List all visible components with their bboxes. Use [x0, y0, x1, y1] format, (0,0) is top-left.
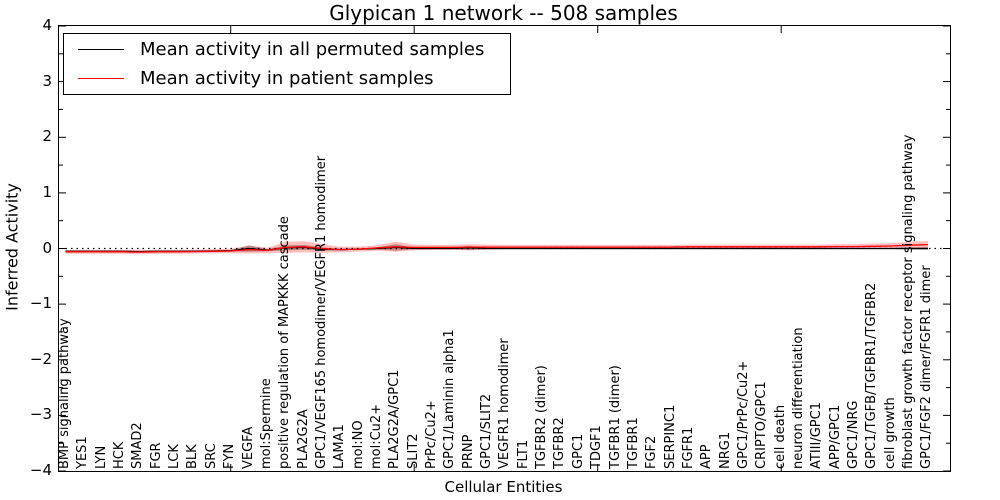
legend-line-sample-patient — [78, 77, 124, 79]
x-category-label: mol:Cu2+ — [368, 403, 384, 469]
x-category-label: SMAD2 — [130, 422, 146, 469]
x-category-label: GPC1/VEGF165 homodimer/VEGFR1 homodimer — [313, 155, 329, 469]
x-category-label: NRG1 — [717, 431, 733, 469]
x-category-label: PLA2G2A/GPC1 — [387, 369, 403, 469]
x-category-label: PrPc/Cu2+ — [424, 400, 439, 469]
y-tick-label: 3 — [42, 71, 52, 90]
x-category-label: VEGFR1 homodimer — [497, 338, 513, 469]
x-category-label: TDGF1 — [589, 425, 605, 469]
y-tick-label: 4 — [42, 16, 52, 34]
legend-line-sample-permuted — [78, 49, 124, 51]
x-category-label: cell death — [772, 404, 788, 469]
x-category-label: SERPINC1 — [662, 404, 678, 469]
x-category-label: LCK — [167, 444, 183, 469]
x-category-label: TGFBR2 — [552, 417, 568, 469]
x-category-label: SLIT2 — [405, 433, 421, 469]
legend-label: Mean activity in all permuted samples — [140, 39, 485, 61]
x-category-label: PRNP — [460, 434, 476, 469]
x-category-label: TGFBR1 — [625, 417, 641, 469]
x-category-label: GPC1/NRG — [846, 400, 862, 469]
x-category-label: FGFR1 — [680, 426, 696, 469]
x-category-label: VEGFA — [240, 426, 256, 469]
x-category-label: BLK — [185, 444, 201, 469]
x-category-label: APP — [699, 444, 715, 469]
legend-row: Mean activity in patient samples — [64, 65, 510, 91]
x-category-label: PLA2G2A — [295, 409, 311, 469]
x-category-label: YES1 — [75, 436, 91, 469]
y-tick-label: 1 — [42, 182, 52, 201]
plot-area — [58, 25, 951, 472]
x-category-label: FLT1 — [515, 439, 531, 469]
x-category-label: ATIII/GPC1 — [809, 402, 825, 469]
legend-label: Mean activity in patient samples — [140, 67, 434, 89]
x-category-label: mol:Spermine — [258, 378, 274, 469]
plot-canvas — [59, 26, 950, 471]
x-category-label: cell growth — [882, 397, 898, 469]
x-category-label: positive regulation of MAPKKK cascade — [277, 216, 293, 469]
x-axis-label: Cellular Entities — [444, 478, 563, 496]
y-tick-label: −3 — [29, 405, 52, 424]
x-category-label: GPC1/TGFB/TGFBR1/TGFBR2 — [864, 282, 880, 469]
x-category-label: fibroblast growth factor receptor signal… — [901, 134, 917, 469]
x-category-label: GPC1/Laminin alpha1 — [442, 329, 458, 469]
x-category-label: BMP signaling pathway — [57, 318, 72, 469]
x-category-label: GPC1 — [570, 433, 586, 469]
x-category-label: LYN — [93, 445, 109, 469]
y-tick-label: 2 — [42, 127, 52, 146]
x-category-label: mol:NO — [350, 420, 366, 469]
x-category-label: LAMA1 — [332, 424, 348, 469]
x-category-label: TGFBR1 (dimer) — [607, 365, 623, 469]
x-category-label: GPC1/PrPc/Cu2+ — [735, 360, 751, 469]
x-category-label: GPC1/FGF2 dimer/FGFR1 dimer — [919, 265, 935, 469]
chart-title: Glypican 1 network -- 508 samples — [329, 1, 678, 25]
y-tick-label: 0 — [42, 238, 52, 257]
y-tick-label: −1 — [29, 294, 52, 313]
y-tick-label: −4 — [29, 461, 52, 479]
x-category-label: FGR — [148, 442, 164, 469]
x-category-label: FGF2 — [644, 435, 660, 469]
x-category-label: APP/GPC1 — [827, 404, 843, 469]
legend-row: Mean activity in all permuted samples — [64, 37, 510, 63]
x-category-label: GPC1/SLIT2 — [479, 393, 495, 469]
legend: Mean activity in all permuted samples Me… — [63, 33, 511, 95]
x-category-label: FYN — [222, 443, 238, 469]
x-category-label: SRC — [203, 443, 219, 469]
x-category-label: HCK — [112, 441, 128, 469]
x-category-label: TGFBR2 (dimer) — [534, 365, 550, 469]
x-category-label: neuron differentiation — [791, 327, 806, 469]
x-category-label: CRIPTO/GPC1 — [754, 381, 770, 469]
y-tick-label: −2 — [29, 349, 52, 368]
